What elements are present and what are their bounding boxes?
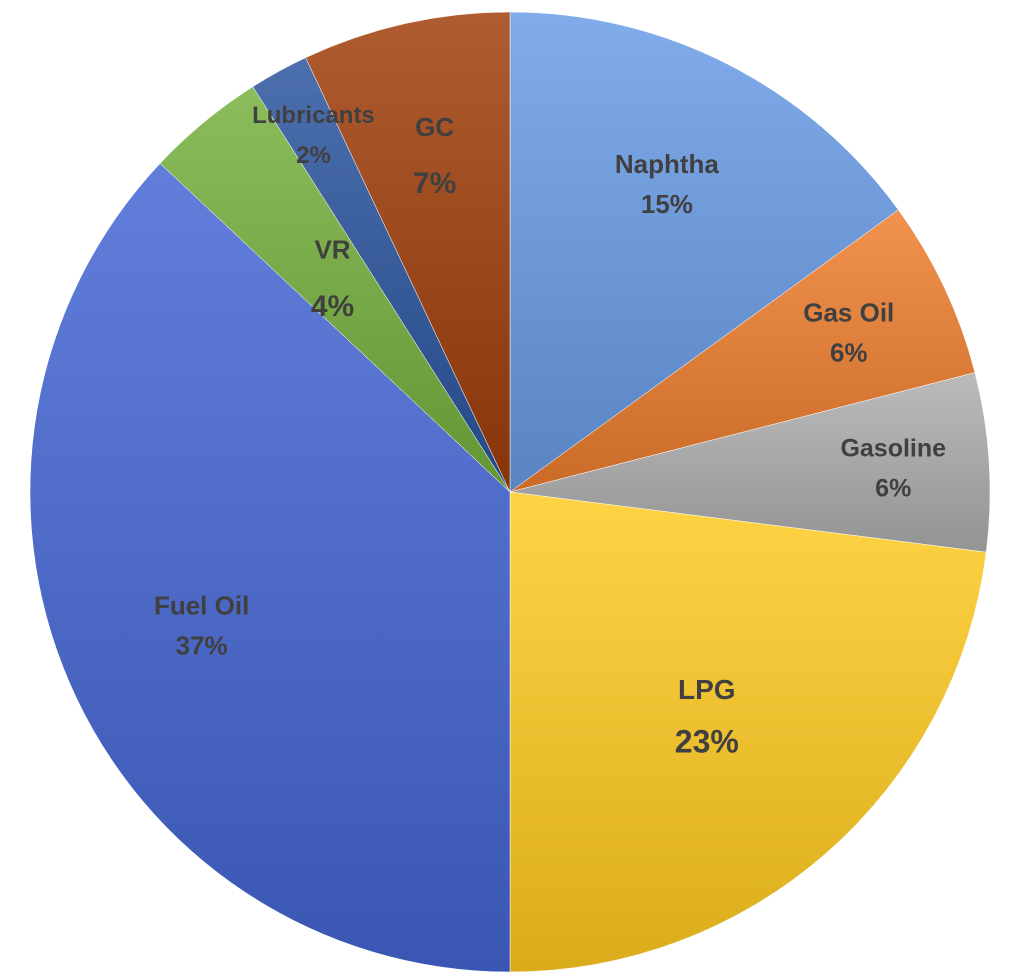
slice-name-gc: GC: [415, 112, 454, 142]
slice-value-vr: 4%: [311, 290, 354, 323]
slice-value-lpg: 23%: [675, 723, 739, 759]
slice-name-fuel-oil: Fuel Oil: [154, 591, 249, 621]
slice-lpg: [509, 491, 987, 973]
slice-naphtha: [509, 11, 899, 493]
slice-value-gc: 7%: [413, 167, 456, 200]
slice-value-lubricants: 2%: [296, 142, 331, 169]
slice-fuel-oil: [29, 163, 511, 973]
pie-labels: Naphtha 15% Gas Oil 6% Gasoline 6% LPG 23% Fuel …: [154, 102, 946, 760]
slice-value-gasoline: 6%: [875, 475, 911, 503]
slice-name-lubricants: Lubricants: [252, 102, 375, 129]
slice-name-naphtha: Naphtha: [615, 149, 720, 179]
slice-value-naphtha: 15%: [641, 189, 693, 219]
slice-value-fuel-oil: 37%: [176, 631, 228, 661]
slice-gc: [305, 11, 511, 493]
slice-gas-oil: [509, 209, 976, 493]
pie-slices: [29, 11, 991, 973]
slice-name-lpg: LPG: [678, 674, 736, 705]
slice-name-gasoline: Gasoline: [840, 435, 946, 463]
slice-name-vr: VR: [314, 235, 350, 265]
slice-value-gas-oil: 6%: [830, 338, 868, 368]
slice-gasoline: [509, 372, 991, 553]
slice-name-gas-oil: Gas Oil: [803, 298, 894, 328]
